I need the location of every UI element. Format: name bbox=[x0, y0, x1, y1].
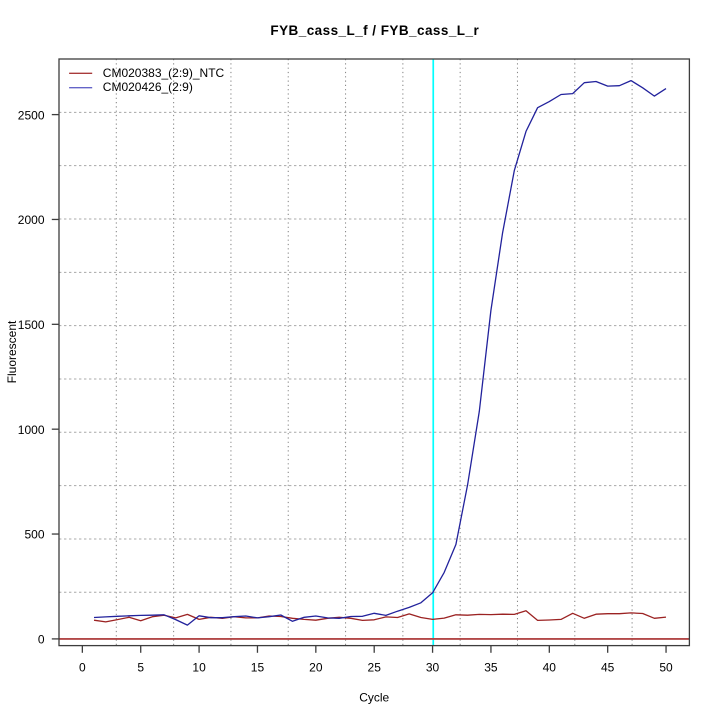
svg-text:45: 45 bbox=[601, 661, 615, 675]
svg-text:2500: 2500 bbox=[18, 108, 45, 122]
svg-text:20: 20 bbox=[309, 661, 323, 675]
svg-text:25: 25 bbox=[368, 661, 382, 675]
svg-text:0: 0 bbox=[38, 633, 45, 647]
svg-text:50: 50 bbox=[659, 661, 673, 675]
svg-text:CM020426_(2:9): CM020426_(2:9) bbox=[103, 80, 193, 94]
svg-text:FYB_cass_L_f / FYB_cass_L_r: FYB_cass_L_f / FYB_cass_L_r bbox=[270, 23, 479, 38]
svg-text:Fluorescent: Fluorescent bbox=[5, 320, 19, 383]
svg-text:1000: 1000 bbox=[18, 423, 45, 437]
svg-text:500: 500 bbox=[24, 528, 44, 542]
svg-text:5: 5 bbox=[137, 661, 144, 675]
svg-text:CM020383_(2:9)_NTC: CM020383_(2:9)_NTC bbox=[103, 66, 225, 80]
svg-text:15: 15 bbox=[251, 661, 265, 675]
svg-text:1500: 1500 bbox=[18, 318, 45, 332]
svg-text:Cycle: Cycle bbox=[359, 690, 389, 704]
svg-text:2000: 2000 bbox=[18, 213, 45, 227]
svg-text:30: 30 bbox=[426, 661, 440, 675]
svg-text:40: 40 bbox=[543, 661, 557, 675]
svg-text:0: 0 bbox=[79, 661, 86, 675]
svg-text:35: 35 bbox=[484, 661, 498, 675]
svg-text:10: 10 bbox=[192, 661, 206, 675]
